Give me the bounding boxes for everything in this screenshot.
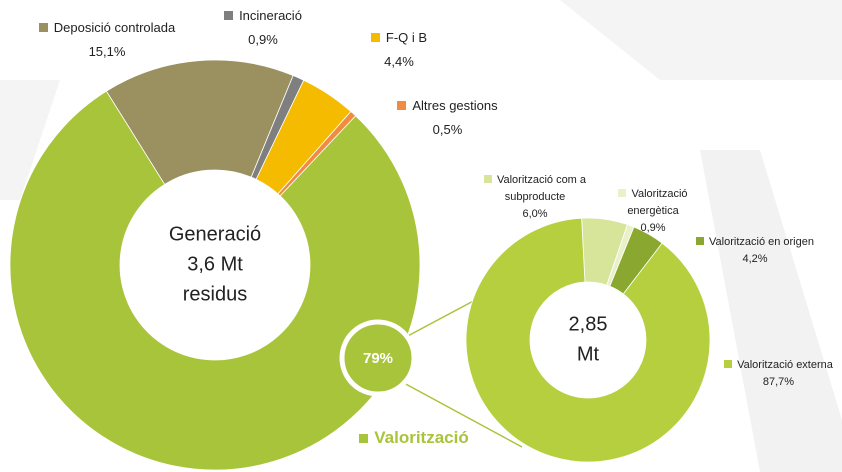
slice-label: Valorització energètica 0,9% [608,186,698,237]
legend-label: Deposició controlada [53,20,176,35]
value-label: 0,9% [640,222,666,234]
value-label: 15,1% [88,44,126,59]
center-label: Mt [577,343,600,365]
legend-label: F-Q i B [385,30,428,45]
slice-label: Valorització com a subproducte 6,0% [465,172,605,223]
highlight-value: 79% [363,350,393,367]
value-label: 87,7% [762,376,795,388]
legend-label: Incineració [239,8,302,23]
slice-label: Deposició controlada 15,1% [12,16,202,64]
legend-swatch [370,33,380,42]
slice-label: Valorització externa 87,7% [715,357,842,391]
legend-swatch [359,434,369,443]
value-label: 4,4% [384,54,414,69]
value-label: 4,2% [742,253,768,265]
center-label: residus [183,283,247,305]
slice-label: Incineració 0,9% [218,4,308,52]
legend-label: Valorització [374,428,469,447]
legend-label: Valorització en origen [709,236,814,248]
highlight-circle [339,319,417,397]
legend-swatch [618,189,627,197]
center-label: 3,6 Mt [187,253,243,275]
background-shape [700,150,842,472]
legend-swatch [696,237,705,245]
legend-label: Valorització energètica [627,188,688,217]
connector-line [401,381,523,448]
background-shape [0,80,60,200]
pie-slice [105,59,294,185]
background-shape [560,0,842,80]
legend-label: Valorització externa [737,359,833,371]
legend-swatch [38,23,48,32]
value-label: 0,9% [248,32,278,47]
value-label: 6,0% [522,208,548,220]
legend-swatch [483,175,492,183]
legend-label: Altres gestions [412,98,498,113]
slice-label: Valorització en origen 4,2% [695,234,815,268]
legend-swatch [724,360,733,368]
legend-swatch [224,11,234,20]
slice-label: F-Q i B 4,4% [358,26,440,74]
legend-label: Valorització com a subproducte [496,174,587,203]
slice-label: Altres gestions 0,5% [380,94,515,142]
slice-label: Valorització [344,426,484,451]
center-label: Generació [169,223,261,245]
pie-slice [465,217,711,463]
center-label: 2,85 [569,313,608,335]
value-label: 0,5% [432,122,463,137]
legend-swatch [397,101,407,110]
